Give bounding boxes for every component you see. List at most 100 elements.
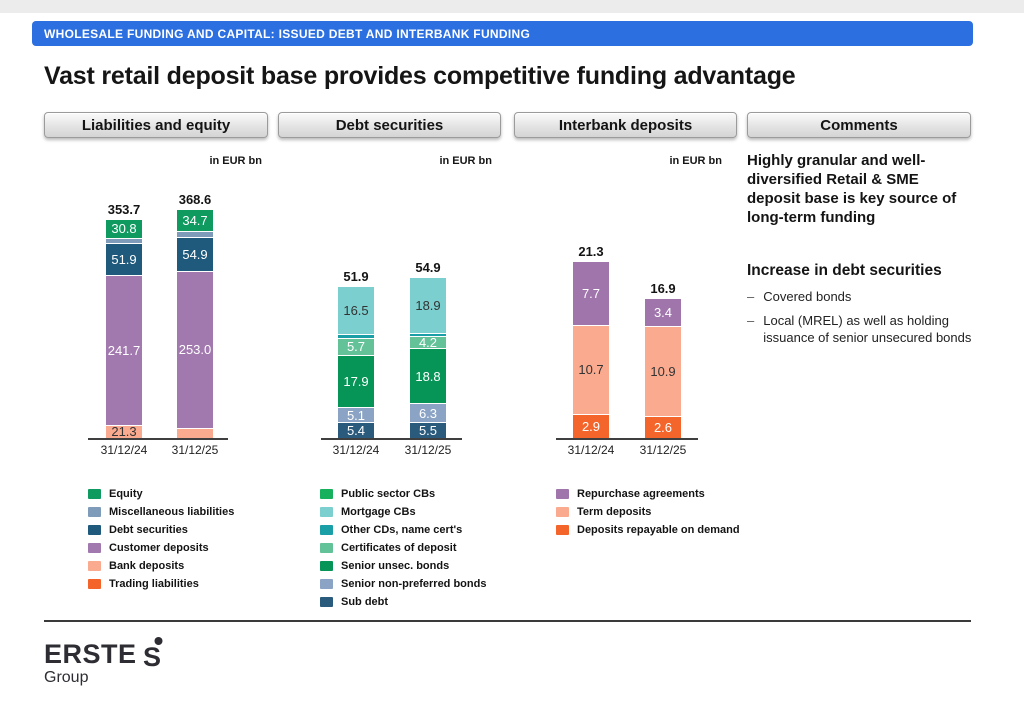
bar-segment: 21.3	[106, 424, 142, 439]
legend-label: Senior unsec. bonds	[341, 560, 450, 572]
bar-segment: 51.9	[106, 242, 142, 275]
tab-liabilities-and-equity[interactable]: Liabilities and equity	[44, 112, 268, 138]
legend-label: Public sector CBs	[341, 488, 436, 500]
x-axis-line	[556, 438, 698, 440]
bar-segment: 54.9	[177, 236, 213, 271]
bullet-text: Covered bonds	[763, 289, 852, 304]
legend-label: Miscellaneous liabilities	[109, 506, 235, 518]
tab-label: Debt securities	[335, 116, 444, 134]
x-axis-line	[321, 438, 462, 440]
bar-total-label: 54.9	[415, 260, 441, 276]
erste-group-logo: ERSTE S Group	[44, 637, 167, 687]
category-label: 31/12/25	[404, 443, 452, 457]
legend-item: Customer deposits	[88, 539, 320, 557]
bar-total-label: 51.9	[343, 268, 369, 284]
legend-swatch	[320, 489, 333, 499]
bar-segment	[177, 230, 213, 237]
bar-segment: 30.8	[106, 218, 142, 238]
legend-label: Equity	[109, 488, 143, 500]
legend-item: Sub debt	[320, 593, 552, 611]
bar-segment: 5.4	[338, 422, 374, 438]
bar-segment: 4.2	[410, 335, 446, 350]
sparkasse-s-icon: S	[143, 637, 163, 668]
unit-label: in EUR bn	[439, 155, 492, 167]
tab-debt-securities[interactable]: Debt securities	[278, 112, 501, 138]
legend-swatch	[320, 507, 333, 517]
tab-label: Comments	[820, 116, 898, 134]
legend-label: Senior non-preferred bonds	[341, 578, 487, 590]
legend-item: Mortgage CBs	[320, 503, 552, 521]
bar-segment: 2.9	[573, 413, 609, 438]
bar-segment: 7.7	[573, 260, 609, 325]
legend-label: Term deposits	[577, 506, 652, 518]
legend-item: Other CDs, name cert's	[320, 521, 552, 539]
category-label: 31/12/25	[171, 443, 219, 457]
legend: Repurchase agreements Term deposits Deposi…	[556, 485, 788, 539]
logo-subtext: Group	[44, 669, 89, 686]
x-axis-line	[88, 438, 228, 440]
comment-bullet-list: – Covered bonds – Local (MREL) as well a…	[747, 288, 975, 353]
bar-segment: 10.7	[573, 324, 609, 414]
bar-segment: 16.5	[338, 285, 374, 335]
bar-segment: 5.5	[410, 421, 446, 438]
legend-label: Mortgage CBs	[341, 506, 416, 518]
legend-item: Debt securities	[88, 521, 320, 539]
bar-total-label: 368.6	[178, 192, 212, 208]
tab-interbank-deposits[interactable]: Interbank deposits	[514, 112, 737, 138]
category-label: 31/12/24	[100, 443, 148, 457]
bar-segment: 3.4	[645, 297, 681, 326]
bar-segment: 5.1	[338, 407, 374, 423]
legend-label: Sub debt	[341, 596, 389, 608]
header-banner: WHOLESALE FUNDING AND CAPITAL: ISSUED DE…	[32, 21, 973, 46]
footer-divider	[44, 620, 971, 622]
bar-segment: 34.7	[177, 209, 213, 231]
bar-segment	[106, 237, 142, 243]
legend-item: Senior non-preferred bonds	[320, 575, 552, 593]
legend-swatch	[556, 507, 569, 517]
bar-segment: 17.9	[338, 354, 374, 408]
logo-text: ERSTE	[44, 639, 137, 669]
bullet-dash: –	[747, 289, 755, 304]
bullet-item: – Covered bonds	[747, 288, 975, 305]
legend-item: Miscellaneous liabilities	[88, 503, 320, 521]
legend-swatch	[88, 507, 101, 517]
bar-segment	[338, 334, 374, 339]
legend-item: Trading liabilities	[88, 575, 320, 593]
legend: Public sector CBs Mortgage CBs Other CDs, …	[320, 485, 552, 611]
legend-item: Term deposits	[556, 503, 788, 521]
legend-swatch	[320, 597, 333, 607]
legend-item: Bank deposits	[88, 557, 320, 575]
legend-label: Customer deposits	[109, 542, 209, 554]
tab-label: Interbank deposits	[558, 116, 693, 134]
bar-segment: 5.7	[338, 338, 374, 355]
unit-label: in EUR bn	[669, 155, 722, 167]
legend-swatch	[556, 525, 569, 535]
bar-segment: 2.6	[645, 416, 681, 438]
legend-swatch	[88, 579, 101, 589]
legend-swatch	[556, 489, 569, 499]
legend-item: Certificates of deposit	[320, 539, 552, 557]
bar-segment: 253.0	[177, 270, 213, 428]
legend-label: Repurchase agreements	[577, 488, 705, 500]
bar-segment: 18.8	[410, 348, 446, 404]
bullet-dash: –	[747, 313, 755, 328]
legend-swatch	[88, 543, 101, 553]
legend-swatch	[320, 579, 333, 589]
svg-text:S: S	[143, 642, 161, 668]
comment-heading: Increase in debt securities	[747, 262, 942, 279]
legend-swatch	[320, 525, 333, 535]
bar-segment	[177, 427, 213, 438]
legend-label: Certificates of deposit	[341, 542, 457, 554]
bar-segment: 6.3	[410, 403, 446, 422]
legend-item: Public sector CBs	[320, 485, 552, 503]
legend-label: Debt securities	[109, 524, 188, 536]
legend-label: Other CDs, name cert's	[341, 524, 463, 536]
category-label: 31/12/24	[332, 443, 380, 457]
bar-total-label: 21.3	[578, 243, 604, 259]
tab-comments[interactable]: Comments	[747, 112, 971, 138]
tab-label: Liabilities and equity	[81, 116, 231, 134]
slide-title: Vast retail deposit base provides compet…	[44, 62, 796, 90]
bullet-item: – Local (MREL) as well as holding issuan…	[747, 312, 975, 346]
bar-segment: 10.9	[645, 325, 681, 417]
